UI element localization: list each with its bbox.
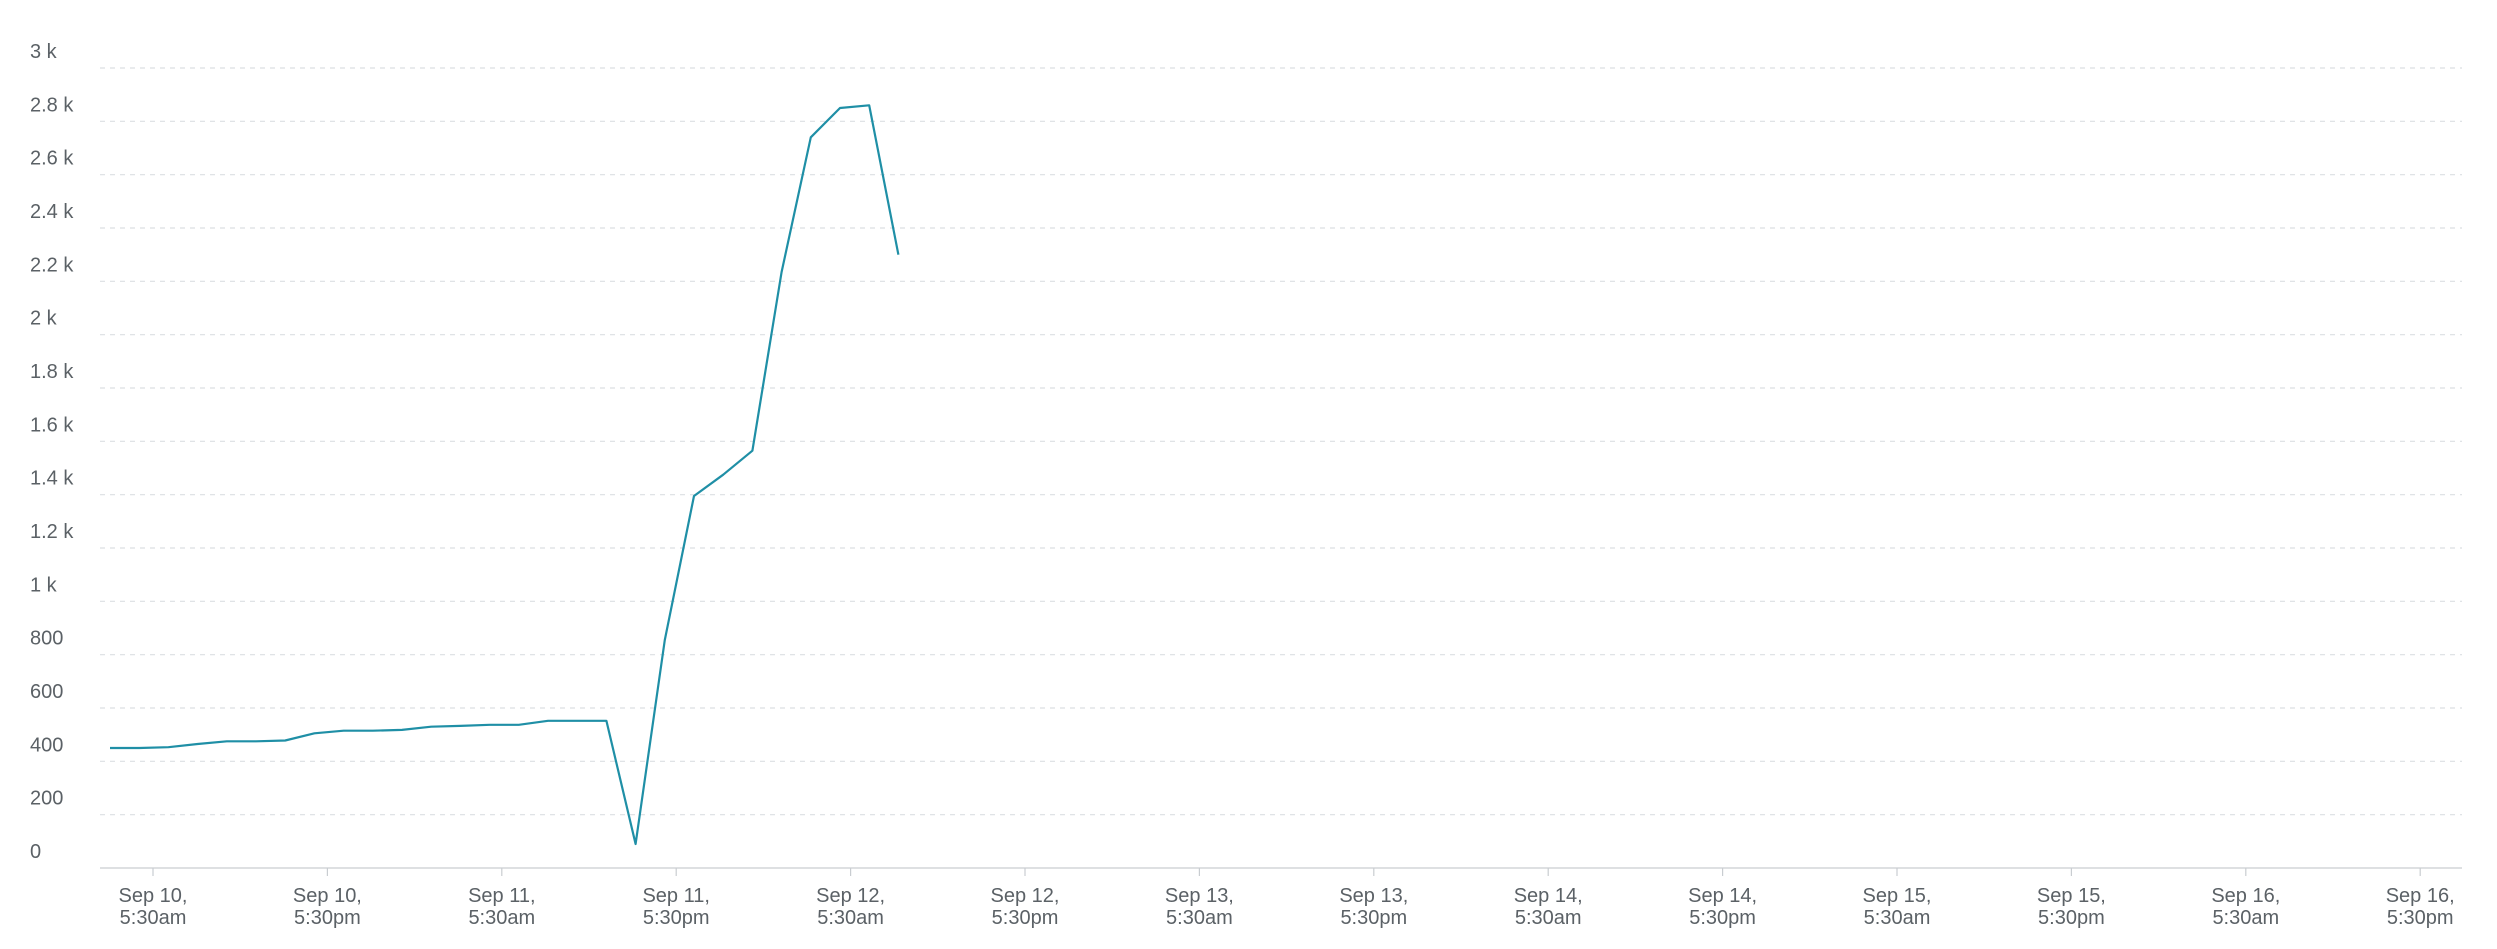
y-tick-label: 2.8 k: [30, 94, 74, 116]
x-tick-label: Sep 10, 5:30am: [119, 885, 188, 929]
x-tick-label: Sep 10, 5:30pm: [293, 885, 362, 929]
y-tick-label: 400: [30, 734, 63, 756]
grid-lines: [100, 67, 2462, 816]
y-tick-label: 200: [30, 788, 63, 810]
x-tick-label: Sep 14, 5:30am: [1514, 885, 1583, 929]
x-tick-label: Sep 16, 5:30am: [2211, 885, 2280, 929]
y-tick-label: 1.8 k: [30, 361, 74, 383]
y-tick-label: 1 k: [30, 574, 58, 596]
x-tick-label: Sep 12, 5:30pm: [991, 885, 1060, 929]
y-tick-label: 2.2 k: [30, 254, 74, 276]
y-tick-label: 2 k: [30, 308, 58, 330]
y-tick-label: 1.6 k: [30, 414, 74, 436]
y-axis: 0 200 400 600 800 1 k 1.2 k 1.4 k 1.6 k 1.8 k 2 k 2…: [30, 41, 74, 863]
y-tick-label: 2.4 k: [30, 201, 74, 223]
x-tick-label: Sep 13, 5:30pm: [1339, 885, 1408, 929]
x-tick-label: Sep 15, 5:30am: [1863, 885, 1932, 929]
y-tick-label: 0: [30, 841, 41, 863]
x-tick-label: Sep 11, 5:30am: [468, 885, 535, 929]
x-tick-label: Sep 14, 5:30pm: [1688, 885, 1757, 929]
series-layer: [110, 104, 900, 846]
x-tick-label: Sep 11, 5:30pm: [642, 885, 709, 929]
series-line: [110, 104, 900, 846]
x-tick-label: Sep 13, 5:30am: [1165, 885, 1234, 929]
x-axis: Sep 10, 5:30am Sep 10, 5:30pm Sep 11, 5:30am S…: [100, 867, 2462, 929]
x-tick-label: Sep 12, 5:30am: [816, 885, 885, 929]
y-tick-label: 1.4 k: [30, 468, 74, 490]
y-tick-label: 2.6 k: [30, 148, 74, 170]
y-tick-label: 800: [30, 628, 63, 650]
y-tick-label: 600: [30, 681, 63, 703]
x-tick-label: Sep 15, 5:30pm: [2037, 885, 2106, 929]
y-tick-label: 3 k: [30, 41, 58, 63]
y-tick-label: 1.2 k: [30, 521, 74, 543]
x-tick-label: Sep 16, 5:30pm: [2386, 885, 2455, 929]
